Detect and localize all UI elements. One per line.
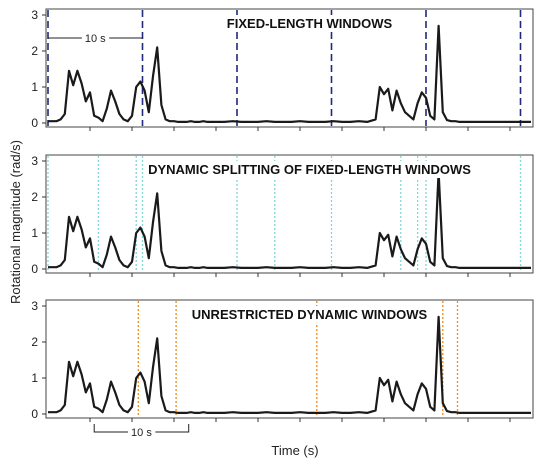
- y-tick-label: 1: [31, 80, 38, 94]
- scale-bar-label: 10 s: [85, 33, 106, 45]
- panels-group: 0 1 2 3 FIXED-LENGTH WINDOWS 10 s 0 1 2 3 DYNAMIC …: [31, 8, 534, 439]
- panel-title-background: [188, 306, 431, 323]
- panel-frame: [45, 299, 534, 419]
- panel-1: 0 1 2 3 FIXED-LENGTH WINDOWS 10 s: [31, 8, 534, 131]
- y-tick-label: 0: [31, 262, 38, 276]
- y-tick-label: 2: [31, 44, 38, 58]
- y-tick-label: 3: [31, 154, 38, 168]
- y-tick-label: 1: [31, 226, 38, 240]
- y-tick-label: 0: [31, 407, 38, 421]
- x-axis-label: Time (s): [271, 443, 318, 458]
- y-tick-label: 3: [31, 299, 38, 313]
- y-tick-label: 2: [31, 335, 38, 349]
- panel-2: 0 1 2 3 DYNAMIC SPLITTING OF FIXED-LENGTH WI…: [31, 154, 534, 277]
- panel-title: DYNAMIC SPLITTING OF FIXED-LENGTH WINDOW…: [148, 162, 471, 177]
- signal-line: [48, 315, 531, 414]
- scale-bar-label-background: [81, 33, 110, 45]
- scale-bar-label: 10 s: [131, 427, 152, 439]
- panel-title: FIXED-LENGTH WINDOWS: [227, 16, 393, 31]
- y-tick-label: 0: [31, 116, 38, 130]
- y-tick-label: 2: [31, 190, 38, 204]
- panel-frame: [45, 154, 534, 274]
- panel-title-background: [145, 161, 475, 178]
- y-tick-label: 3: [31, 8, 38, 22]
- signal-line: [48, 170, 531, 269]
- panel-3: 0 1 2 3 UNRESTRICTED DYNAMIC WINDOWS 10 s: [31, 299, 534, 439]
- y-tick-label: 1: [31, 371, 38, 385]
- y-axis-label: Rotational magnitude (rad/s): [8, 140, 23, 304]
- signal-line: [48, 24, 531, 123]
- panel-title: UNRESTRICTED DYNAMIC WINDOWS: [192, 307, 428, 322]
- scale-bar-label-background: [128, 427, 156, 439]
- panel-frame: [45, 8, 534, 128]
- panel-title-background: [223, 15, 396, 32]
